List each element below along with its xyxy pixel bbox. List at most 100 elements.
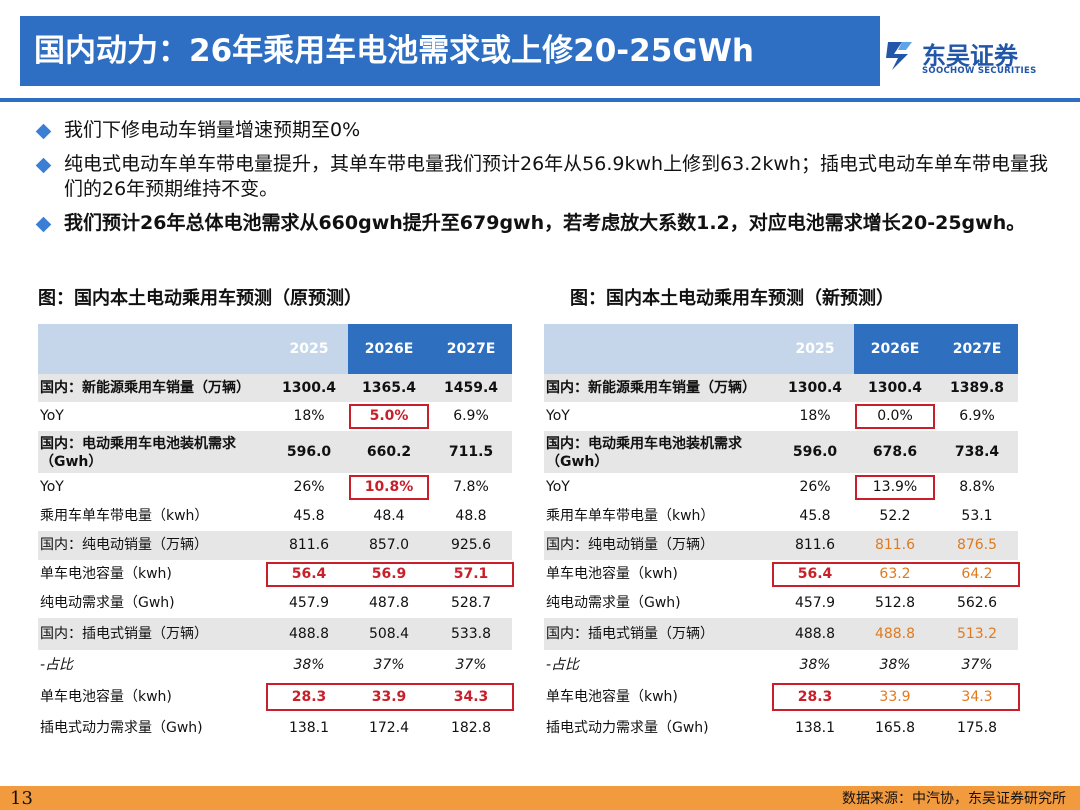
table-cell: 738.4 bbox=[954, 444, 1000, 460]
table-cell: 56.9 bbox=[371, 566, 407, 582]
row-label: 插电式动力需求量（Gwh) bbox=[546, 720, 709, 736]
table-cell: 457.9 bbox=[288, 595, 330, 611]
bullet-item: 纯电式电动车单车带电量提升，其单车带电量我们预计26年从56.9kwh上修到63… bbox=[34, 152, 1054, 202]
table-cell: 596.0 bbox=[286, 444, 332, 460]
table-cell: 10.8% bbox=[364, 479, 414, 495]
table-cell: 811.6 bbox=[288, 537, 330, 553]
table-cell: 0.0% bbox=[877, 408, 913, 424]
bullet-text: 纯电式电动车单车带电量提升，其单车带电量我们预计26年从56.9kwh上修到63… bbox=[64, 153, 1048, 200]
table-row: 国内：新能源乘用车销量（万辆） 1300.4 1365.4 1459.4 bbox=[38, 374, 512, 402]
row-label: 单车电池容量（kwh) bbox=[546, 566, 678, 582]
table-cell: 457.9 bbox=[794, 595, 836, 611]
diamond-bullet-icon bbox=[35, 123, 52, 140]
row-label: 国内：插电式销量（万辆） bbox=[546, 626, 714, 642]
table-row: 国内：插电式销量（万辆） 488.8 508.4 533.8 bbox=[38, 618, 512, 650]
table-cell: 138.1 bbox=[288, 720, 330, 736]
table-cell: 165.8 bbox=[874, 720, 916, 736]
highlight-box bbox=[855, 475, 935, 500]
highlight-box bbox=[266, 562, 514, 587]
table-cell: 711.5 bbox=[448, 444, 494, 460]
header-rule bbox=[0, 98, 1080, 102]
table-cell: 488.8 bbox=[288, 626, 330, 642]
table-cell: 45.8 bbox=[799, 508, 831, 524]
table-cell: 513.2 bbox=[956, 626, 998, 642]
table-cell: 925.6 bbox=[450, 537, 492, 553]
table-cell: 48.8 bbox=[455, 508, 487, 524]
row-label: 国内：纯电动销量（万辆） bbox=[40, 537, 208, 553]
header-forecast-band bbox=[348, 324, 512, 374]
table-cell: 678.6 bbox=[872, 444, 918, 460]
data-source: 数据来源：中汽协，东吴证券研究所 bbox=[842, 791, 1066, 807]
highlight-box bbox=[266, 683, 514, 711]
column-header: 2026E bbox=[870, 341, 920, 357]
page-title: 国内动力：26年乘用车电池需求或上修20-25GWh bbox=[34, 33, 754, 69]
row-label: 单车电池容量（kwh) bbox=[40, 566, 172, 582]
table-cell: 56.4 bbox=[797, 566, 833, 582]
table-row: 纯电动需求量（Gwh) 457.9 512.8 562.6 bbox=[544, 589, 1018, 618]
table-cell: 33.9 bbox=[879, 689, 911, 705]
table-cell: 138.1 bbox=[794, 720, 836, 736]
title-bar: 国内动力：26年乘用车电池需求或上修20-25GWh bbox=[20, 16, 880, 86]
table-new-caption: 图：国内本土电动乘用车预测（新预测） bbox=[570, 288, 894, 309]
table-row: YoY 26% 10.8% 7.8% bbox=[38, 473, 512, 502]
forecast-table-old: 2025 2026E 2027E 国内：新能源乘用车销量（万辆） 1300.4 1365.… bbox=[38, 324, 514, 743]
table-row: 单车电池容量（kwh) 28.3 33.9 34.3 bbox=[544, 681, 1018, 713]
table-header: 2025 2026E 2027E bbox=[38, 324, 512, 374]
table-cell: 857.0 bbox=[368, 537, 410, 553]
highlight-box bbox=[349, 404, 429, 429]
table-cell: 64.2 bbox=[961, 566, 993, 582]
table-cell: 57.1 bbox=[453, 566, 489, 582]
highlight-box bbox=[349, 475, 429, 500]
table-cell: 37% bbox=[455, 657, 487, 673]
table-cell: 52.2 bbox=[879, 508, 911, 524]
table-cell: 38% bbox=[879, 657, 911, 673]
table-cell: 28.3 bbox=[797, 689, 833, 705]
table-cell: 487.8 bbox=[368, 595, 410, 611]
brand-logo: 东吴证券 SOOCHOW SECURITIES bbox=[882, 36, 1062, 92]
logo-name-cn: 东吴证券 bbox=[922, 42, 1018, 70]
table-cell: 37% bbox=[373, 657, 405, 673]
table-cell: 1389.8 bbox=[949, 380, 1005, 396]
table-cell: 8.8% bbox=[959, 479, 995, 495]
table-row: 国内：新能源乘用车销量（万辆） 1300.4 1300.4 1389.8 bbox=[544, 374, 1018, 402]
table-row: 插电式动力需求量（Gwh) 138.1 172.4 182.8 bbox=[38, 713, 512, 743]
table-cell: 182.8 bbox=[450, 720, 492, 736]
table-cell: 18% bbox=[293, 408, 325, 424]
table-cell: 7.8% bbox=[453, 479, 489, 495]
row-label: YoY bbox=[40, 408, 64, 424]
table-cell: 528.7 bbox=[450, 595, 492, 611]
table-cell: 172.4 bbox=[368, 720, 410, 736]
table-cell: 1300.4 bbox=[281, 380, 337, 396]
table-cell: 488.8 bbox=[874, 626, 916, 642]
column-header: 2025 bbox=[795, 341, 835, 357]
table-row: 国内：纯电动销量（万辆） 811.6 811.6 876.5 bbox=[544, 531, 1018, 560]
table-cell: 811.6 bbox=[794, 537, 836, 553]
table-cell: 876.5 bbox=[956, 537, 998, 553]
table-cell: 175.8 bbox=[956, 720, 998, 736]
table-row: 国内：纯电动销量（万辆） 811.6 857.0 925.6 bbox=[38, 531, 512, 560]
row-label: 插电式动力需求量（Gwh) bbox=[40, 720, 203, 736]
table-row: 单车电池容量（kwh) 56.4 63.2 64.2 bbox=[544, 560, 1018, 589]
table-cell: 811.6 bbox=[874, 537, 916, 553]
table-cell: 1300.4 bbox=[867, 380, 923, 396]
row-label: YoY bbox=[546, 479, 570, 495]
table-row: 国内：电动乘用车电池装机需求（Gwh） 596.0 678.6 738.4 bbox=[544, 431, 1018, 473]
table-row: YoY 18% 5.0% 6.9% bbox=[38, 402, 512, 431]
table-header: 2025 2026E 2027E bbox=[544, 324, 1018, 374]
row-label: -占比 bbox=[546, 657, 580, 673]
bullet-item: 我们预计26年总体电池需求从660gwh提升至679gwh，若考虑放大系数1.2… bbox=[34, 211, 1054, 236]
table-cell: 37% bbox=[961, 657, 993, 673]
table-row: 纯电动需求量（Gwh) 457.9 487.8 528.7 bbox=[38, 589, 512, 618]
logo-name-en: SOOCHOW SECURITIES bbox=[922, 66, 1037, 76]
row-label: 国内：电动乘用车电池装机需求（Gwh） bbox=[40, 436, 236, 470]
row-label: YoY bbox=[546, 408, 570, 424]
table-cell: 562.6 bbox=[956, 595, 998, 611]
footer-bar bbox=[0, 786, 1080, 810]
table-row: 乘用车单车带电量（kwh） 45.8 48.4 48.8 bbox=[38, 502, 512, 531]
column-header: 2026E bbox=[364, 341, 414, 357]
table-row: 乘用车单车带电量（kwh） 45.8 52.2 53.1 bbox=[544, 502, 1018, 531]
table-row: 单车电池容量（kwh) 28.3 33.9 34.3 bbox=[38, 681, 512, 713]
row-label: 国内：插电式销量（万辆） bbox=[40, 626, 208, 642]
table-row: -占比 38% 37% 37% bbox=[38, 650, 512, 681]
table-cell: 18% bbox=[799, 408, 831, 424]
